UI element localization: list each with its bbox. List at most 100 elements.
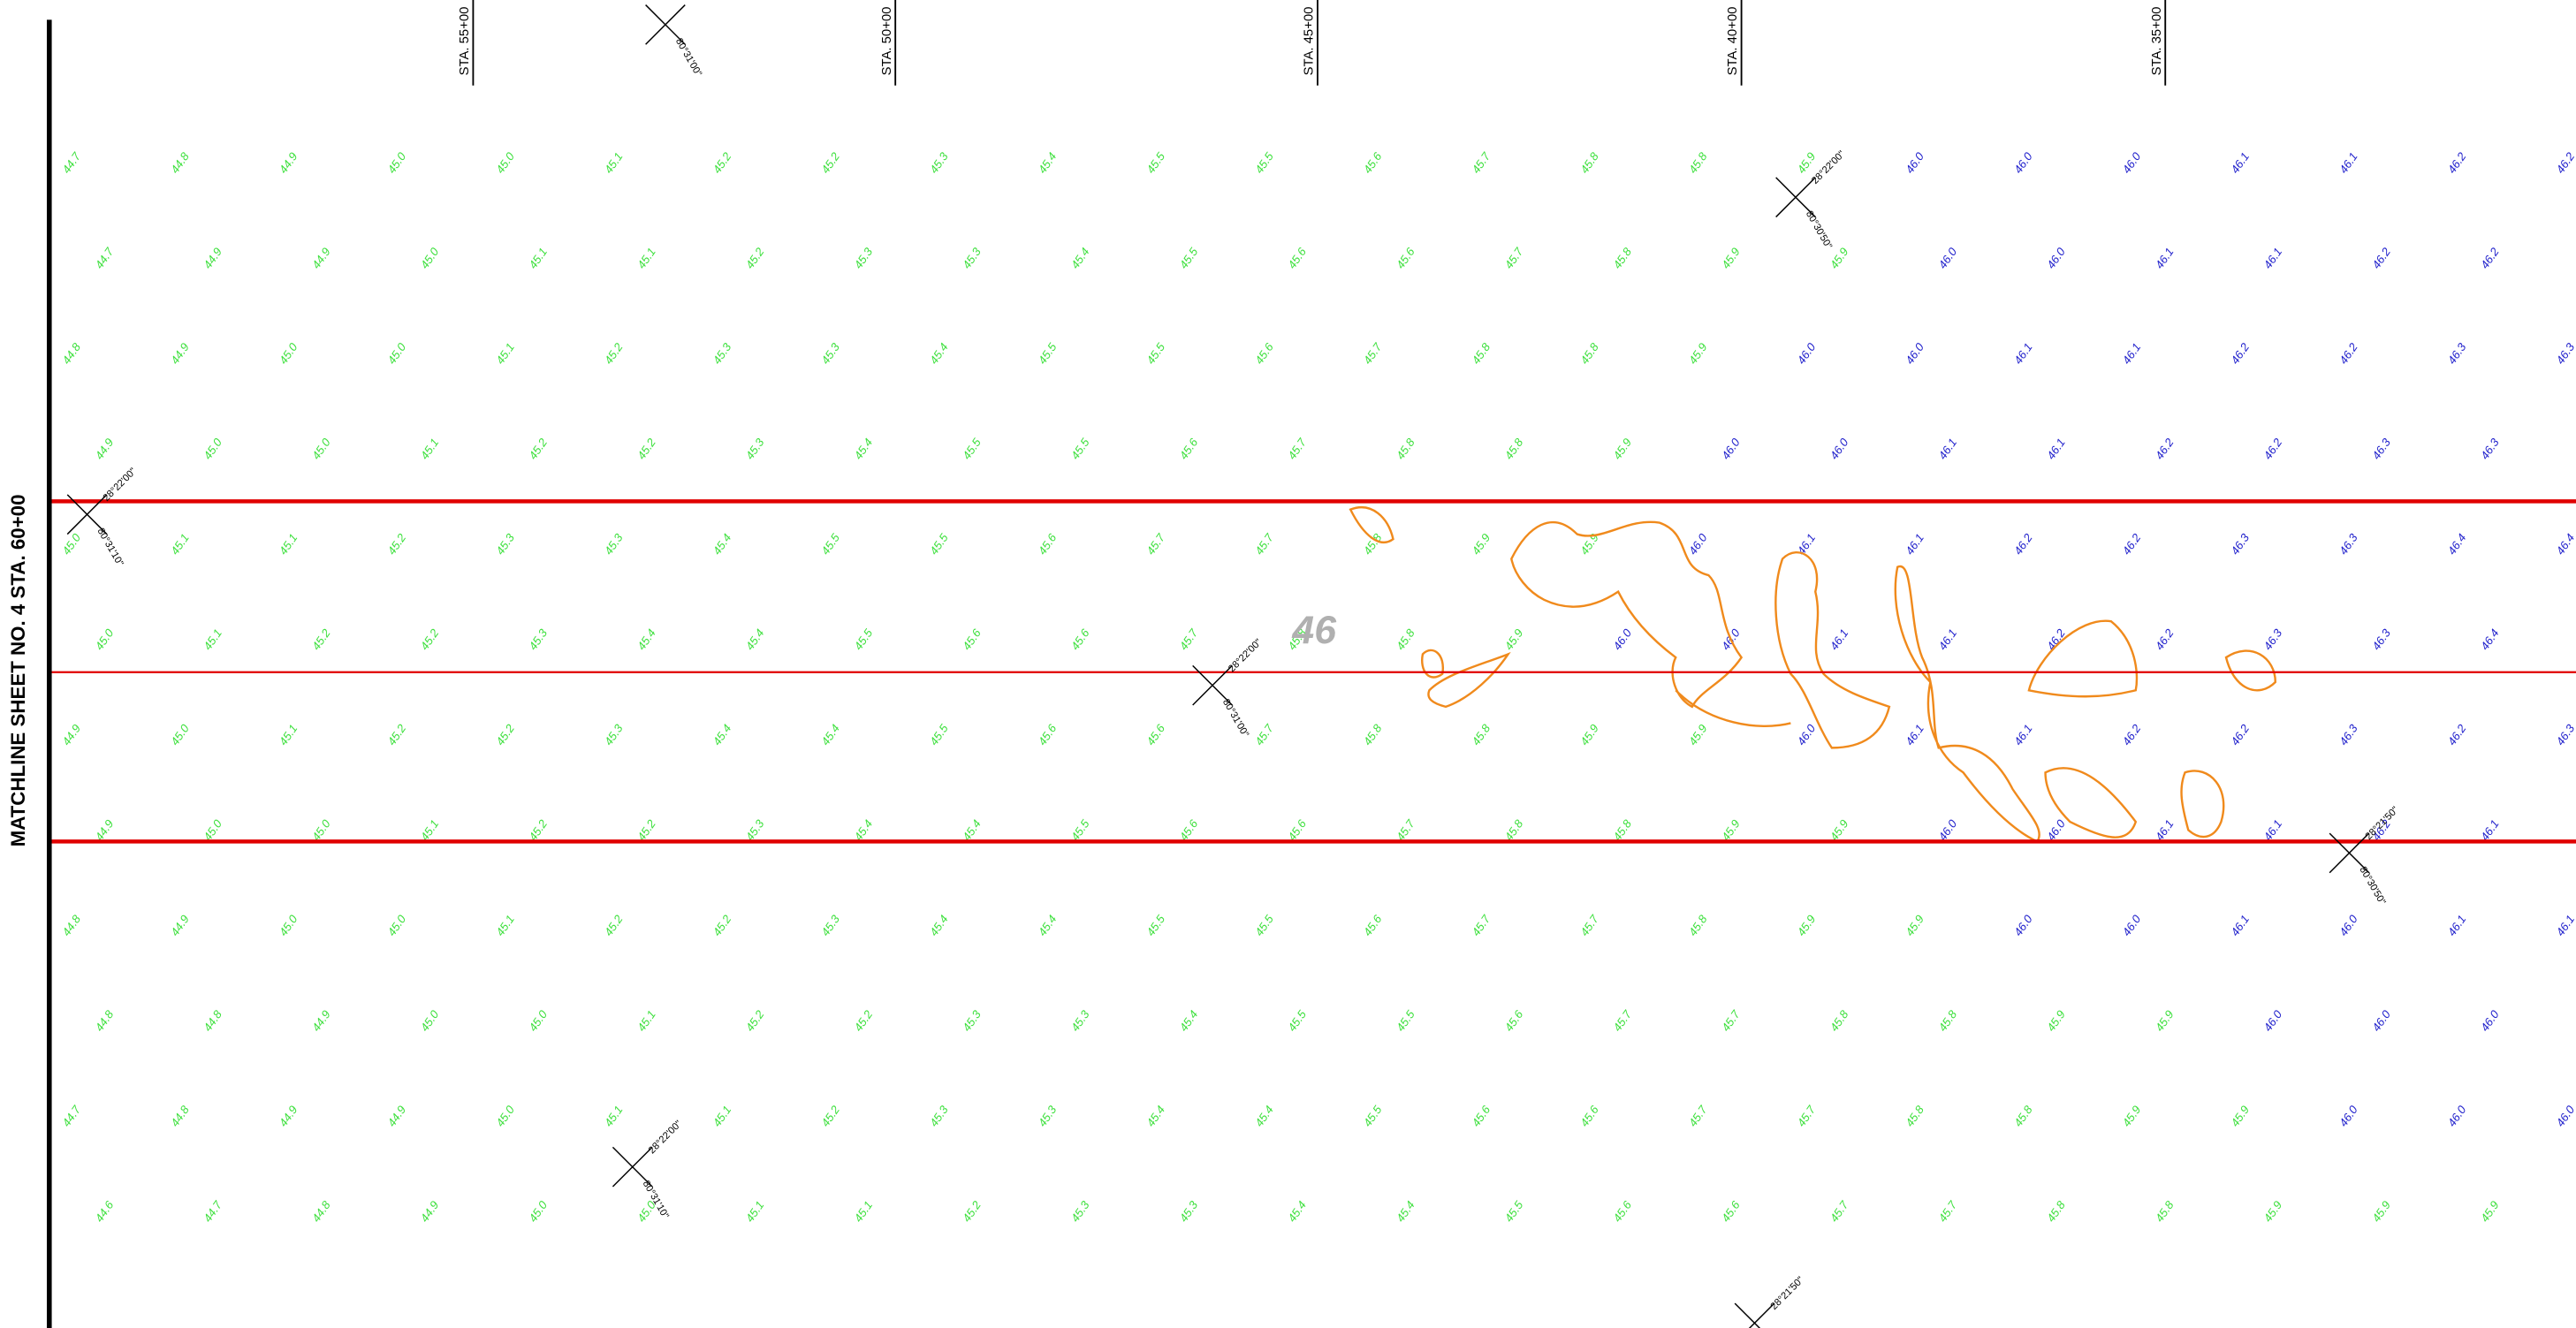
spot-elevation: 46.2 — [2153, 626, 2177, 652]
spot-elevation: 45.3 — [818, 912, 842, 938]
spot-elevation: 46.1 — [2337, 150, 2360, 176]
spot-elevation: 45.3 — [526, 626, 550, 652]
survey-cross — [2329, 832, 2370, 874]
survey-cross — [1748, 1302, 1775, 1328]
angle-label: 28°22'00" — [102, 467, 139, 504]
spot-elevation: 46.0 — [1903, 340, 1926, 367]
spot-elevation: 45.8 — [1686, 149, 1710, 176]
spot-elevation: 45.4 — [710, 722, 734, 747]
spot-elevation: 45.8 — [2044, 1198, 2068, 1225]
spot-elevation: 45.0 — [277, 912, 300, 938]
spot-elevation: 46.0 — [2369, 1007, 2393, 1034]
spot-elevation: 45.5 — [1144, 149, 1167, 176]
spot-elevation: 46.0 — [1828, 436, 1851, 462]
spot-elevation: 44.9 — [59, 722, 83, 747]
spot-elevation: 45.3 — [743, 816, 767, 843]
spot-elevation: 45.3 — [1068, 1198, 1092, 1225]
station-label: STA. 45+00 — [1303, 7, 1317, 76]
spot-elevation: 45.8 — [1361, 721, 1385, 747]
spot-elevation: 45.9 — [1719, 246, 1743, 271]
spot-elevation: 46.2 — [2120, 721, 2144, 747]
spot-elevation: 44.8 — [309, 1198, 333, 1225]
spot-elevation: 45.5 — [927, 531, 951, 558]
spot-elevation: 45.0 — [309, 816, 333, 843]
station-label: STA. 35+00 — [2150, 7, 2164, 76]
spot-elevation: 45.3 — [960, 245, 984, 271]
spot-elevation: 45.2 — [418, 626, 442, 652]
station-layer: STA. 55+00 STA. 50+00 STA. 45+00 STA. 40+00… — [458, 0, 2167, 86]
spot-elevation: 45.4 — [818, 722, 842, 747]
spot-elevation: 45.7 — [1394, 816, 1417, 843]
station-label: STA. 40+00 — [1726, 7, 1740, 76]
spot-elevation: 46.2 — [2445, 149, 2469, 176]
spot-elevation: 45.1 — [635, 1008, 658, 1034]
spot-elevation: 45.5 — [818, 531, 842, 558]
spot-elevation: 45.7 — [1577, 912, 1601, 938]
spot-elevation: 45.6 — [1068, 626, 1092, 652]
spot-elevation: 46.0 — [2120, 149, 2144, 176]
contour-line — [1675, 689, 1791, 728]
spot-elevation: 45.3 — [1068, 1007, 1092, 1034]
spot-elevation: 45.9 — [1795, 150, 1819, 176]
contour-line — [1427, 651, 1511, 709]
spot-elevation: 46.1 — [1903, 531, 1926, 557]
spot-elevation: 44.7 — [93, 245, 117, 271]
spot-elevation: 45.1 — [168, 531, 192, 557]
spot-elevation: 44.6 — [93, 1198, 117, 1225]
spot-elevation: 46.4 — [2553, 531, 2576, 557]
spot-elevation: 46.2 — [2478, 245, 2502, 271]
spot-elevation: 45.6 — [1394, 245, 1417, 271]
angle-label: 28°22'00" — [647, 1119, 684, 1156]
spot-elevation: 45.1 — [493, 340, 517, 366]
survey-cross — [1192, 664, 1233, 706]
spot-elevation: 44.8 — [168, 1103, 192, 1129]
spot-elevation: 46.3 — [2369, 626, 2393, 652]
spot-elevation: 46.1 — [2478, 817, 2502, 843]
spot-elevation: 45.2 — [960, 1198, 984, 1225]
spot-elevation: 45.0 — [418, 245, 442, 271]
spot-elevation: 45.5 — [1068, 436, 1092, 462]
spot-elevation: 44.8 — [201, 1007, 224, 1034]
spot-elevation: 44.9 — [418, 1198, 442, 1224]
spot-elevation: 45.7 — [1469, 912, 1493, 938]
spot-elevation: 45.9 — [1610, 436, 1634, 461]
spot-elevation: 45.5 — [1177, 245, 1201, 271]
spot-elevation: 44.9 — [93, 436, 117, 461]
spot-elevation: 46.1 — [2228, 913, 2252, 938]
spot-elevation: 45.9 — [1577, 722, 1601, 747]
spot-elevation: 45.4 — [1285, 1198, 1309, 1224]
spot-elevation: 44.8 — [93, 1007, 117, 1034]
spot-elevation: 46.3 — [2445, 340, 2469, 367]
spot-elevation: 46.2 — [2153, 436, 2177, 462]
spot-elevation: 45.0 — [526, 1007, 550, 1034]
spot-elevation: 45.1 — [602, 150, 626, 176]
spot-elevation: 44.9 — [168, 913, 192, 938]
spot-elevation: 45.2 — [710, 149, 734, 176]
spot-elevation: 45.6 — [1361, 149, 1385, 176]
spot-elevation: 46.1 — [2153, 246, 2177, 271]
spot-elevation: 45.4 — [743, 626, 767, 652]
spot-elevation: 46.2 — [2228, 340, 2252, 367]
contour-line — [2027, 619, 2139, 698]
spot-elevation: 46.0 — [1610, 626, 1634, 652]
spot-elevation: 45.2 — [851, 1007, 875, 1034]
spot-elevation: 45.1 — [277, 531, 300, 557]
spot-elevation: 45.4 — [851, 436, 875, 461]
spot-elevation: 45.2 — [526, 816, 550, 843]
spot-elevation: 45.6 — [1285, 816, 1309, 843]
spot-elevation: 46.1 — [2228, 150, 2252, 176]
spot-elevation: 45.8 — [1469, 340, 1493, 367]
spot-elevation: 45.0 — [168, 721, 192, 747]
spot-elevation: 46.0 — [1795, 340, 1819, 367]
spot-elevation: 45.0 — [277, 340, 300, 367]
survey-mark-layer: 80°31'00" 28°22'00" 80°31'10" 28°22'00" 80°3… — [66, 4, 2401, 1328]
spot-elevation: 45.9 — [1469, 531, 1493, 557]
spot-elevation: 45.4 — [635, 626, 658, 652]
spot-elevation: 45.1 — [418, 817, 442, 843]
spot-elevation: 46.0 — [2478, 1007, 2502, 1034]
spot-elevation: 45.5 — [960, 436, 984, 462]
contour-line — [2224, 649, 2277, 692]
angle-label: 28°22'00" — [1227, 637, 1264, 674]
spot-elevation: 45.8 — [1610, 245, 1634, 271]
spot-elevation: 45.5 — [1361, 1103, 1385, 1129]
